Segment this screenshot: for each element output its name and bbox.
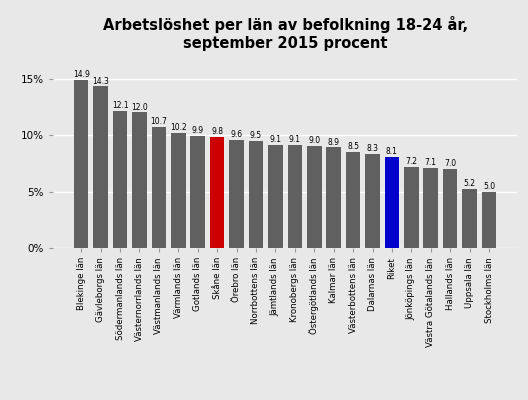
Text: 5.0: 5.0: [483, 182, 495, 191]
Bar: [463, 189, 477, 248]
Text: 12.1: 12.1: [112, 102, 128, 110]
Text: 7.1: 7.1: [425, 158, 437, 167]
Text: 9.1: 9.1: [269, 135, 281, 144]
Text: 9.5: 9.5: [250, 131, 262, 140]
Text: 8.1: 8.1: [386, 147, 398, 156]
Bar: [152, 127, 166, 248]
Bar: [93, 86, 108, 248]
Text: 12.0: 12.0: [131, 102, 148, 112]
Bar: [210, 137, 224, 248]
Bar: [268, 145, 282, 248]
Bar: [482, 192, 496, 248]
Bar: [191, 136, 205, 248]
Bar: [423, 168, 438, 248]
Text: 10.7: 10.7: [150, 117, 167, 126]
Bar: [326, 148, 341, 248]
Bar: [385, 156, 399, 248]
Bar: [132, 112, 147, 248]
Text: 9.8: 9.8: [211, 128, 223, 136]
Text: 7.0: 7.0: [444, 159, 456, 168]
Bar: [443, 169, 457, 248]
Text: 14.9: 14.9: [73, 70, 90, 79]
Bar: [113, 111, 127, 248]
Bar: [229, 140, 244, 248]
Bar: [307, 146, 322, 248]
Bar: [288, 145, 302, 248]
Bar: [74, 80, 89, 248]
Bar: [249, 141, 263, 248]
Bar: [346, 152, 361, 248]
Text: 7.2: 7.2: [406, 157, 417, 166]
Text: 8.9: 8.9: [328, 138, 340, 146]
Text: 8.3: 8.3: [366, 144, 379, 153]
Text: 9.0: 9.0: [308, 136, 320, 146]
Text: 5.2: 5.2: [464, 179, 476, 188]
Title: Arbetslöshet per län av befolkning 18-24 år,
september 2015 procent: Arbetslöshet per län av befolkning 18-24…: [102, 16, 468, 51]
Bar: [171, 133, 185, 248]
Text: 9.1: 9.1: [289, 135, 301, 144]
Text: 14.3: 14.3: [92, 76, 109, 86]
Text: 10.2: 10.2: [170, 123, 187, 132]
Bar: [365, 154, 380, 248]
Bar: [404, 167, 419, 248]
Text: 9.6: 9.6: [231, 130, 243, 139]
Text: 8.5: 8.5: [347, 142, 359, 151]
Text: 9.9: 9.9: [192, 126, 204, 135]
